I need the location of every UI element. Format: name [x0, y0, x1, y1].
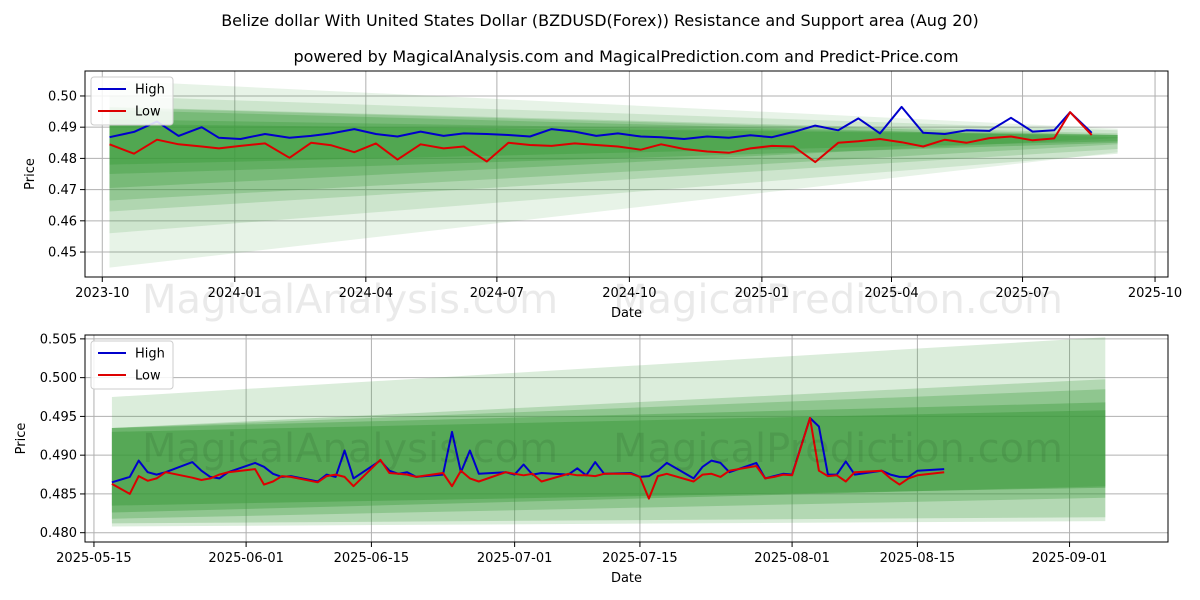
chart-subtitle: powered by MagicalAnalysis.com and Magic…: [293, 47, 958, 66]
p1-x-axis-label: Date: [611, 571, 642, 586]
watermark-prediction-top: MagicalPrediction.com: [613, 277, 1063, 323]
p1-y-tick-label-2: 0.490: [40, 449, 77, 464]
p1-band-2: [111, 389, 1106, 519]
p1-x-tick-label-1: 2025-06-01: [208, 551, 284, 566]
p1-band-4: [111, 410, 1106, 506]
p1-x-tick-label-2: 2025-06-15: [334, 551, 410, 566]
p1-y-tick-label-0: 0.480: [40, 526, 77, 541]
p0-band-0: [109, 80, 1118, 268]
watermark-analysis-bottom: MagicalAnalysis.com: [142, 426, 558, 472]
bottom-panel: 2025-05-15 2025-06-01 2025-06-15 2025-07-01…: [14, 332, 1169, 586]
p1-y-tick-label-3: 0.495: [40, 410, 77, 425]
p0-y-tick-label-5: 0.50: [48, 89, 77, 104]
p0-y-tick-label-3: 0.48: [48, 152, 77, 167]
p0-series-high-line: [109, 105, 1093, 140]
p0-legend-label-low: Low: [135, 105, 161, 120]
p0-y-tick-label-2: 0.47: [48, 183, 77, 198]
p1-x-tick-label-0: 2025-05-15: [56, 551, 132, 566]
p1-legend-label-high: High: [135, 347, 165, 362]
p0-x-tick-label-0: 2023-10: [75, 286, 129, 301]
p1-band-3: [111, 402, 1106, 513]
p0-legend-label-high: High: [135, 83, 165, 98]
watermark-prediction-bottom: MagicalPrediction.com: [613, 426, 1063, 472]
p0-band-2: [109, 106, 1118, 212]
p1-x-tick-label-5: 2025-08-01: [754, 551, 830, 566]
p0-x-tick-label-1: 2024-01: [208, 286, 262, 301]
p0-x-tick-label-6: 2025-04: [864, 286, 918, 301]
p1-legend-label-low: Low: [135, 369, 161, 384]
p0-band-4: [109, 110, 1118, 188]
watermark-analysis-top: MagicalAnalysis.com: [142, 277, 558, 323]
p0-y-axis-label: Price: [23, 158, 38, 190]
p0-x-tick-label-7: 2025-07: [995, 286, 1049, 301]
p1-x-tick-label-7: 2025-09-01: [1032, 551, 1108, 566]
p1-series-low-line: [111, 417, 945, 500]
p1-y-tick-label-5: 0.505: [40, 332, 77, 347]
p0-axes-frame: [84, 70, 1169, 278]
p0-x-tick-label-2: 2024-04: [339, 286, 393, 301]
p0-x-axis-label: Date: [611, 306, 642, 321]
p0-series-low-line: [109, 111, 1093, 164]
chart-title: Belize dollar With United States Dollar …: [221, 11, 979, 30]
p0-x-tick-label-8: 2025-10: [1128, 286, 1182, 301]
p1-x-tick-label-6: 2025-08-15: [880, 551, 956, 566]
p1-y-tick-label-4: 0.500: [40, 371, 77, 386]
p0-y-tick-label-4: 0.49: [48, 121, 77, 136]
p0-x-tick-label-5: 2025-01: [735, 286, 789, 301]
p0-y-tick-label-0: 0.45: [48, 246, 77, 261]
p0-x-tick-label-3: 2024-07: [470, 286, 524, 301]
top-panel: 2023-10 2024-01 2024-04 2024-07 2024-10 2025-…: [23, 70, 1182, 321]
p0-y-tick-label-1: 0.46: [48, 214, 77, 229]
p0-x-tick-label-4: 2024-10: [602, 286, 656, 301]
p0-band-6: [109, 124, 1118, 165]
p1-y-axis-label: Price: [14, 423, 29, 455]
p1-y-tick-label-1: 0.485: [40, 487, 77, 502]
p1-x-tick-label-3: 2025-07-01: [477, 551, 553, 566]
p1-band-1: [111, 379, 1106, 524]
p1-x-tick-label-4: 2025-07-15: [602, 551, 678, 566]
p1-axes-frame: [84, 334, 1169, 543]
